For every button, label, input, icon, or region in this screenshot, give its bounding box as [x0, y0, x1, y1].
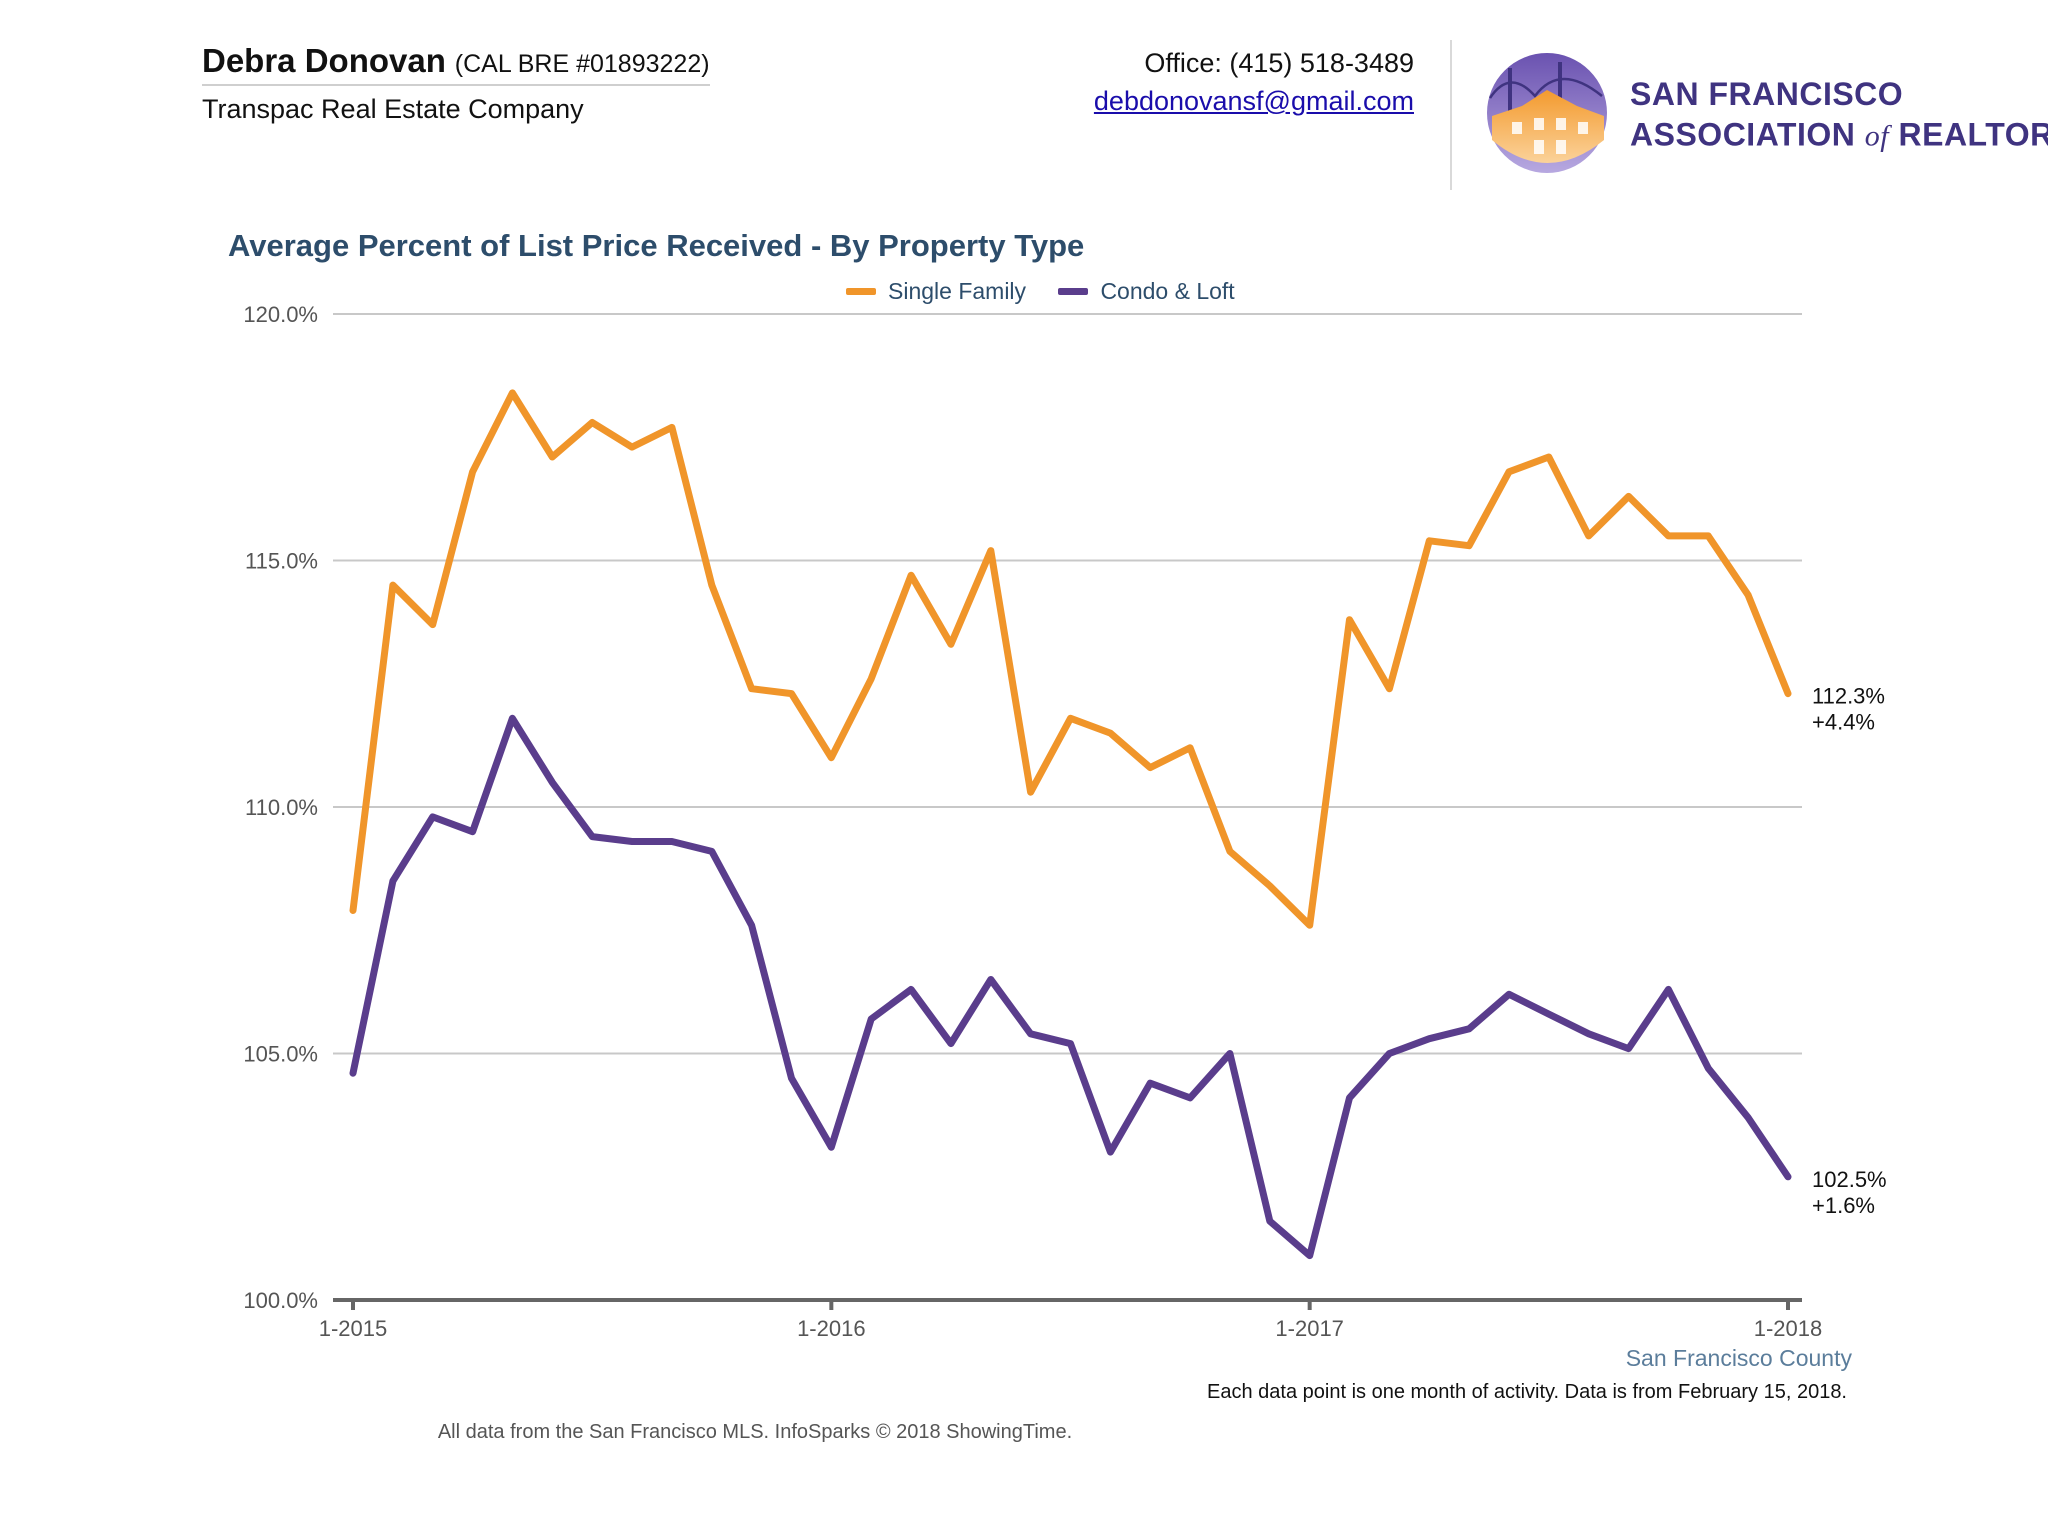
agent-name: Debra Donovan	[202, 42, 446, 79]
legend-label-single-family: Single Family	[888, 278, 1027, 304]
legend-swatch-condo-loft	[1058, 288, 1089, 295]
agent-name-line: Debra Donovan (CAL BRE #01893222)	[202, 42, 710, 86]
agent-license: (CAL BRE #01893222)	[454, 50, 710, 78]
footnote: Each data point is one month of activity…	[1207, 1381, 1847, 1403]
end-value-label: 112.3%	[1812, 684, 1885, 709]
y-tick-label: 100.0%	[243, 1288, 318, 1313]
sfar-logo: San Francisco Association of Realtors®	[1482, 48, 2048, 178]
series-line-condo-loft	[349, 714, 1792, 1260]
y-tick-label: 105.0%	[243, 1042, 318, 1067]
end-value-label: 102.5%	[1812, 1167, 1887, 1192]
chart-title: Average Percent of List Price Received -…	[228, 228, 1085, 263]
series-line-single-family	[349, 389, 1792, 929]
logo-word-realtors: Realtors	[1898, 116, 2048, 153]
logo-text: San Francisco Association of Realtors®	[1630, 76, 2048, 155]
office-phone: Office: (415) 518-3489	[1144, 48, 1414, 78]
y-tick-label: 110.0%	[245, 795, 318, 820]
legend-item-single-family: Single Family	[846, 278, 1026, 305]
header-divider	[1450, 40, 1452, 190]
agent-company: Transpac Real Estate Company	[202, 94, 584, 124]
agent-info: Debra Donovan (CAL BRE #01893222) Transp…	[202, 42, 710, 125]
logo-line1: San Francisco	[1630, 76, 1904, 112]
sfar-logo-icon	[1487, 53, 1607, 173]
x-tick-label: 1-2016	[797, 1316, 866, 1341]
source-credit: All data from the San Francisco MLS. Inf…	[437, 1421, 1073, 1443]
y-tick-label: 120.0%	[243, 302, 318, 327]
legend-item-condo-loft: Condo & Loft	[1058, 278, 1235, 305]
legend-swatch-single-family	[846, 288, 876, 295]
chart-legend: Single Family Condo & Loft	[846, 274, 1261, 305]
logo-word-association: Association	[1630, 116, 1856, 153]
legend-label-condo-loft: Condo & Loft	[1100, 278, 1235, 304]
end-change-label: +1.6%	[1812, 1193, 1875, 1218]
region-label: San Francisco County	[1625, 1345, 1852, 1371]
x-tick-label: 1-2017	[1275, 1316, 1344, 1341]
logo-line2: Association of Realtors®	[1630, 112, 2048, 155]
x-tick-label: 1-2018	[1754, 1316, 1823, 1341]
y-tick-label: 115.0%	[245, 549, 318, 574]
email-link[interactable]: debdonovansf@gmail.com	[1093, 86, 1414, 116]
x-tick-label: 1-2015	[319, 1316, 388, 1341]
contact-info: Office: (415) 518-3489 debdonovansf@gmai…	[1094, 44, 1414, 120]
logo-word-of: of	[1864, 119, 1890, 153]
end-change-label: +4.4%	[1812, 710, 1875, 735]
